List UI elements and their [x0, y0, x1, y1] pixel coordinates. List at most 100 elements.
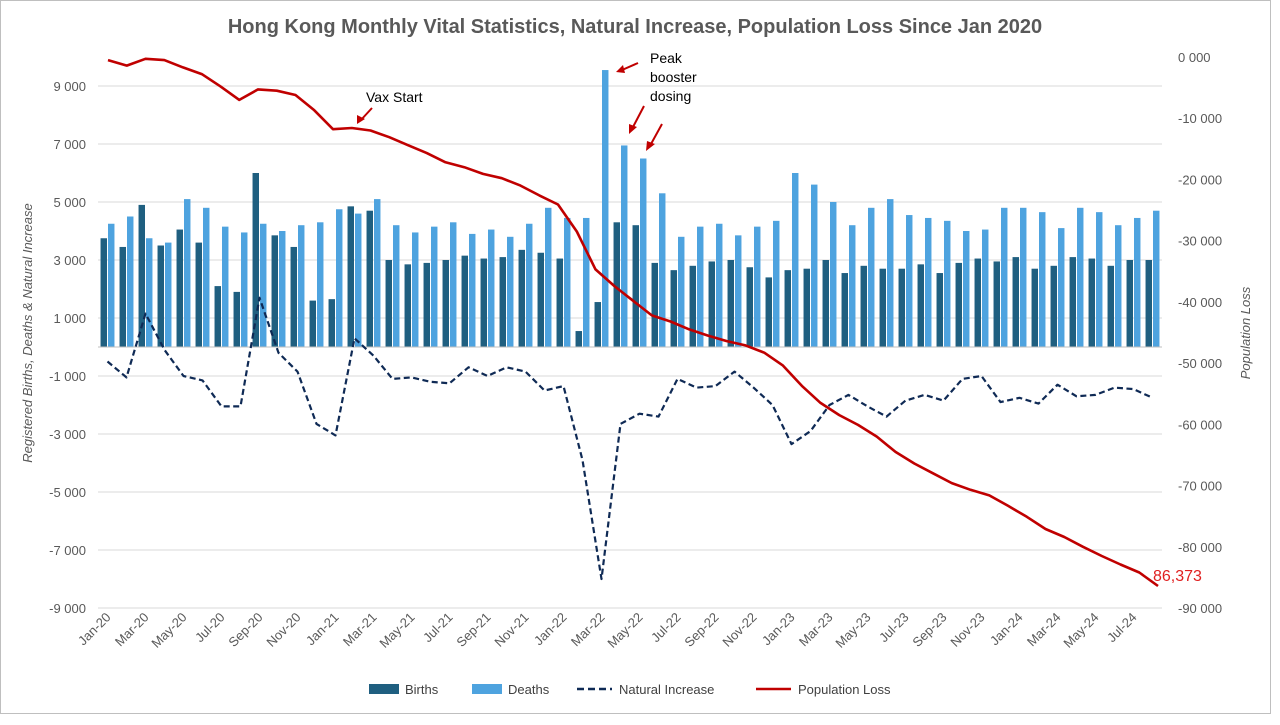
bar-deaths: [545, 207, 552, 347]
bar-deaths: [754, 226, 761, 347]
y-tick-label-right: -50 000: [1178, 356, 1222, 371]
annotation-arrowhead-vax: [357, 115, 365, 124]
bar-deaths: [298, 225, 305, 347]
bar-deaths: [260, 223, 267, 347]
y-tick-label-left: 1 000: [53, 311, 86, 326]
bar-births: [1088, 258, 1095, 347]
bar-deaths: [811, 184, 818, 347]
bar-deaths: [450, 222, 457, 347]
annotation-peak-booster-line: booster: [650, 69, 697, 85]
legend-label-population-loss: Population Loss: [798, 682, 891, 697]
bar-births: [556, 258, 563, 347]
bar-deaths: [507, 236, 514, 347]
bar-births: [442, 260, 449, 347]
bar-births: [404, 264, 411, 347]
bar-deaths: [184, 199, 191, 347]
legend-item-population-loss[interactable]: Population Loss: [756, 682, 891, 697]
legend: Births Deaths Natural Increase Populatio…: [369, 682, 891, 697]
bar-births: [860, 265, 867, 347]
bar-births: [1107, 265, 1114, 347]
bar-births: [879, 268, 886, 347]
bar-births: [1069, 257, 1076, 347]
y-tick-label-left: -5 000: [49, 485, 86, 500]
bar-deaths: [944, 220, 951, 347]
bar-births: [917, 264, 924, 347]
bar-births: [1126, 260, 1133, 347]
bar-births: [1145, 260, 1152, 347]
bar-deaths: [1001, 207, 1008, 347]
y-axis-label-left: Registered Births, Deaths & Natural Incr…: [20, 203, 35, 462]
bar-births: [138, 204, 145, 347]
y-tick-label-right: -40 000: [1178, 295, 1222, 310]
bar-births: [176, 229, 183, 347]
legend-label-natural-increase: Natural Increase: [619, 682, 714, 697]
bar-series: [100, 70, 1160, 348]
bar-births: [803, 268, 810, 347]
y-tick-label-right: -80 000: [1178, 540, 1222, 555]
y-tick-label-right: 0 000: [1178, 50, 1211, 65]
bar-deaths: [602, 70, 609, 348]
legend-label-births: Births: [405, 682, 439, 697]
bar-deaths: [1020, 207, 1027, 347]
bar-deaths: [279, 231, 286, 347]
bar-deaths: [355, 213, 362, 347]
bar-deaths: [1096, 212, 1103, 347]
bar-deaths: [1058, 228, 1065, 347]
bar-births: [689, 265, 696, 347]
bar-deaths: [906, 215, 913, 347]
bar-deaths: [203, 207, 210, 347]
bar-deaths: [716, 223, 723, 347]
bar-births: [822, 260, 829, 347]
line-population-loss: [107, 57, 1159, 588]
annotation-arrowhead-peak-1: [616, 65, 625, 73]
bar-deaths: [640, 158, 647, 347]
bar-births: [233, 291, 240, 347]
bar-deaths: [222, 226, 229, 347]
bar-deaths: [583, 217, 590, 347]
bar-deaths: [849, 225, 856, 347]
bar-births: [651, 262, 658, 347]
legend-item-births[interactable]: Births: [369, 682, 439, 697]
bar-births: [708, 261, 715, 347]
y-axis-label-right: Population Loss: [1238, 286, 1253, 379]
bar-deaths: [792, 173, 799, 347]
bar-deaths: [1039, 212, 1046, 347]
bar-births: [632, 225, 639, 347]
bar-births: [936, 273, 943, 347]
bar-deaths: [1134, 217, 1141, 347]
legend-item-natural-increase[interactable]: Natural Increase: [577, 682, 714, 697]
bar-births: [784, 270, 791, 347]
y-tick-label-left: -7 000: [49, 543, 86, 558]
y-tick-label-left: 7 000: [53, 137, 86, 152]
y-tick-label-left: -1 000: [49, 369, 86, 384]
bar-deaths: [773, 220, 780, 347]
annotation-arrow-peak-3: [650, 123, 663, 145]
bar-births: [575, 331, 582, 347]
chart-frame: [0, 0, 1271, 714]
bar-deaths: [108, 223, 115, 347]
y-tick-label-right: -30 000: [1178, 234, 1222, 249]
bar-births: [366, 210, 373, 347]
bar-deaths: [374, 199, 381, 347]
bar-births: [518, 249, 525, 347]
bar-births: [765, 277, 772, 347]
annotation-arrowhead-peak-3: [646, 141, 655, 151]
legend-item-deaths[interactable]: Deaths: [472, 682, 550, 697]
annotation-final-population-loss: 86,373: [1153, 568, 1202, 585]
bar-deaths: [697, 226, 704, 347]
annotation-arrow-peak-1: [621, 62, 639, 71]
bar-births: [309, 300, 316, 347]
bar-deaths: [982, 229, 989, 347]
bar-births: [119, 246, 126, 347]
bar-deaths: [241, 232, 248, 347]
bar-deaths: [830, 202, 837, 347]
bar-births: [290, 246, 297, 347]
line-series: [106, 57, 1159, 588]
bar-births: [480, 258, 487, 347]
bar-deaths: [659, 193, 666, 347]
bar-deaths: [1077, 207, 1084, 347]
bar-births: [955, 262, 962, 347]
y-tick-label-left: -9 000: [49, 601, 86, 616]
